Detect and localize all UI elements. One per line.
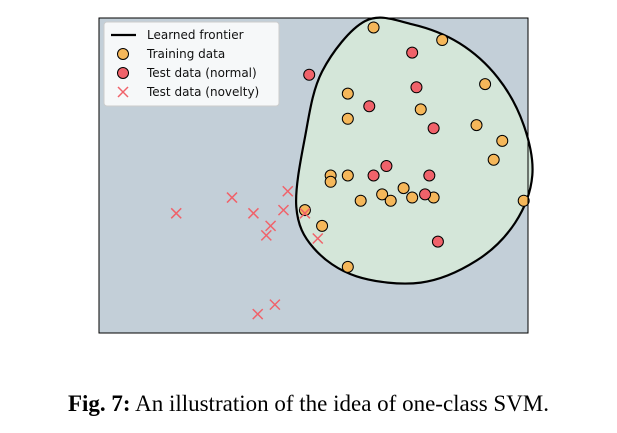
point-test_novelty — [252, 308, 264, 320]
point-test_normal — [410, 81, 423, 94]
x-stroke — [170, 207, 182, 219]
point-training — [341, 87, 354, 100]
point-training — [298, 204, 311, 217]
x-stroke — [117, 86, 129, 98]
point-test_novelty — [247, 207, 259, 219]
point-test_novelty — [226, 192, 238, 204]
x-stroke — [269, 299, 281, 311]
point-training — [470, 119, 483, 132]
axes-border — [98, 17, 529, 334]
x-stroke — [260, 229, 272, 241]
x-stroke — [265, 220, 277, 232]
point-test_normal — [406, 46, 419, 59]
legend-entry-training: Training data — [117, 47, 225, 61]
legend-box — [103, 21, 280, 107]
point-test_normal — [303, 68, 316, 81]
legend-label: Test data (novelty) — [146, 85, 259, 99]
point-training — [354, 194, 367, 207]
learned-frontier-curve — [294, 16, 534, 285]
legend-entry-test_normal: Test data (normal) — [117, 66, 257, 80]
legend-marker-handle — [117, 67, 129, 79]
point-training — [414, 103, 427, 116]
legend-marker-handle — [117, 86, 129, 98]
point-training — [397, 182, 410, 195]
point-training — [324, 175, 337, 188]
legend-label: Test data (normal) — [146, 66, 257, 80]
point-test_novelty — [265, 220, 277, 232]
legend-entry-frontier: Learned frontier — [111, 28, 244, 42]
x-stroke — [312, 232, 324, 245]
point-training — [384, 194, 397, 207]
point-test_normal — [419, 188, 432, 201]
x-stroke — [226, 192, 238, 204]
point-training — [341, 112, 354, 125]
point-test_normal — [431, 235, 444, 248]
point-training — [316, 219, 329, 232]
legend-label: Learned frontier — [147, 28, 244, 42]
series-training — [298, 21, 530, 273]
point-test_normal — [423, 169, 436, 182]
legend-entry-test_novelty: Test data (novelty) — [117, 85, 259, 99]
point-test_novelty — [277, 204, 290, 216]
point-training — [341, 260, 354, 273]
legend-marker-handle — [117, 48, 129, 60]
point-test_novelty — [170, 207, 182, 219]
point-training — [341, 169, 354, 182]
x-stroke — [282, 185, 294, 197]
series-test_novelty — [170, 185, 324, 320]
point-training — [517, 194, 530, 207]
caption-label: Fig. 7: — [67, 391, 131, 416]
point-training — [367, 21, 380, 34]
caption-text: An illustration of the idea of one-class… — [135, 391, 549, 416]
point-training — [479, 78, 492, 91]
point-test_normal — [363, 100, 376, 113]
point-test_normal — [427, 122, 440, 135]
point-training — [436, 34, 449, 47]
legend-label: Training data — [146, 47, 225, 61]
point-test_novelty — [312, 232, 324, 245]
x-stroke — [247, 207, 259, 219]
point-test_normal — [367, 169, 380, 182]
point-test_novelty — [269, 299, 281, 311]
x-stroke — [299, 207, 311, 219]
point-test_novelty — [282, 185, 294, 197]
x-stroke — [277, 204, 290, 216]
chart-svg: Learned frontier Training data Test data (… — [98, 16, 534, 334]
point-test_novelty — [260, 229, 272, 241]
frontier-layer — [294, 16, 534, 285]
point-training — [487, 153, 500, 166]
points-layer — [170, 21, 530, 320]
point-training — [376, 188, 389, 201]
figure-caption: Fig. 7: An illustration of the idea of o… — [0, 391, 617, 417]
legend: Learned frontier Training data Test data (… — [103, 21, 280, 107]
point-training — [496, 134, 509, 147]
x-stroke — [252, 308, 264, 320]
point-test_normal — [380, 160, 393, 173]
point-test_novelty — [299, 207, 311, 219]
series-test_normal — [303, 46, 444, 248]
point-training — [406, 191, 419, 204]
